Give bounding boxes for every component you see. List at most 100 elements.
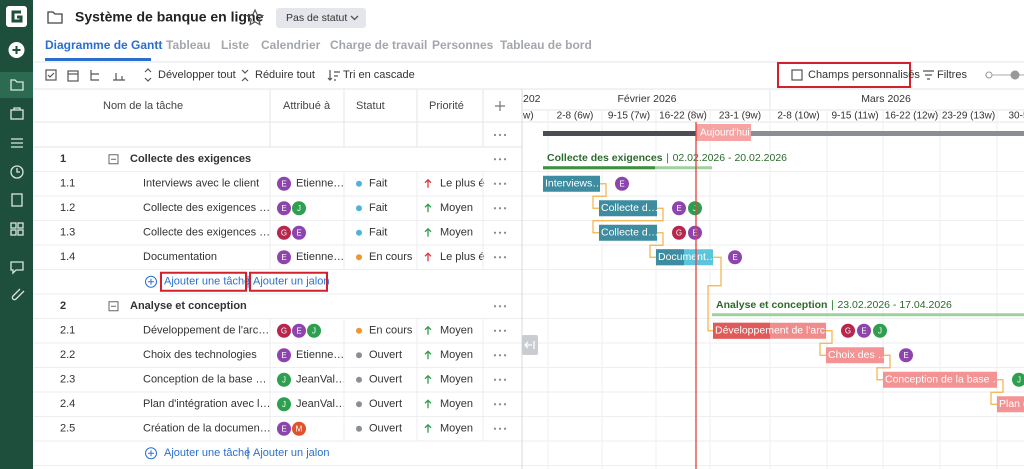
avatar[interactable] xyxy=(277,323,291,338)
more-dot[interactable] xyxy=(493,133,497,137)
collapse-toggle[interactable] xyxy=(108,301,119,312)
avatar[interactable] xyxy=(277,372,291,387)
more-dot[interactable] xyxy=(503,256,507,259)
task-bar[interactable] xyxy=(599,200,657,217)
nav-icons[interactable] xyxy=(10,79,25,301)
status[interactable]: Ouvert xyxy=(369,349,402,361)
more-dot[interactable] xyxy=(498,207,502,210)
tab[interactable]: Tableau xyxy=(166,38,210,52)
more-dot[interactable] xyxy=(493,378,497,381)
add-task-link[interactable]: Ajouter une tâche xyxy=(164,276,250,288)
more-dot[interactable] xyxy=(498,378,502,381)
collapse-toggle[interactable] xyxy=(108,154,119,165)
avatar[interactable] xyxy=(292,421,306,436)
task-name[interactable]: Collecte des exigences … xyxy=(143,227,270,239)
more-dot[interactable] xyxy=(503,354,507,357)
avatar[interactable] xyxy=(873,323,887,338)
more-dot[interactable] xyxy=(493,158,497,161)
more-dot[interactable] xyxy=(498,182,502,185)
filters[interactable]: Filtres xyxy=(937,69,967,81)
more-dot[interactable] xyxy=(503,305,507,308)
more-dot[interactable] xyxy=(498,305,502,308)
avatar[interactable] xyxy=(277,201,291,216)
avatar[interactable] xyxy=(728,250,742,265)
task-name[interactable]: Collecte des exigences … xyxy=(143,202,270,214)
priority[interactable]: Le plus é xyxy=(440,178,485,190)
priority[interactable]: Moyen xyxy=(440,423,473,435)
more-dot[interactable] xyxy=(493,182,497,185)
more-dot[interactable] xyxy=(503,378,507,381)
avatar[interactable] xyxy=(292,323,306,338)
priority[interactable]: Moyen xyxy=(440,349,473,361)
status[interactable]: En cours xyxy=(369,325,413,337)
tab[interactable]: Personnes xyxy=(432,38,494,52)
status-pill[interactable] xyxy=(276,8,366,28)
more-dot[interactable] xyxy=(498,133,502,137)
more-dot[interactable] xyxy=(498,354,502,357)
status[interactable]: Ouvert xyxy=(369,423,402,435)
more-dot[interactable] xyxy=(498,427,502,430)
more-dot[interactable] xyxy=(498,403,502,406)
avatar[interactable] xyxy=(672,225,686,240)
more-dot[interactable] xyxy=(493,305,497,308)
custom-fields[interactable]: Champs personnalisés xyxy=(808,69,920,81)
avatar[interactable] xyxy=(292,201,306,216)
more-dot[interactable] xyxy=(493,403,497,406)
avatar[interactable] xyxy=(672,201,686,216)
add-task-link[interactable]: Ajouter une tâche xyxy=(164,447,250,459)
tab[interactable]: Liste xyxy=(221,38,249,52)
more-dot[interactable] xyxy=(493,231,497,234)
more-dot[interactable] xyxy=(498,231,502,234)
task-name[interactable]: Plan d'intégration avec l… xyxy=(143,398,270,410)
add-column[interactable] xyxy=(495,101,505,111)
more-dot[interactable] xyxy=(503,133,507,137)
avatar[interactable] xyxy=(292,225,306,240)
avatar[interactable] xyxy=(277,397,291,412)
priority[interactable]: Moyen xyxy=(440,374,473,386)
toolbar-action[interactable]: Réduire tout xyxy=(255,69,315,81)
more-dot[interactable] xyxy=(498,158,502,161)
status[interactable]: Fait xyxy=(369,202,387,214)
status[interactable]: Fait xyxy=(369,178,387,190)
star[interactable] xyxy=(245,8,265,26)
avatar[interactable] xyxy=(899,348,913,363)
task-bar[interactable] xyxy=(883,371,997,388)
tab[interactable]: Calendrier xyxy=(261,38,321,52)
more-dot[interactable] xyxy=(503,207,507,210)
tab[interactable]: Tableau de bord xyxy=(500,38,592,52)
add-milestone-link[interactable]: Ajouter un jalon xyxy=(253,447,329,459)
avatar[interactable] xyxy=(688,201,702,216)
add-icon[interactable] xyxy=(145,447,157,460)
avatar[interactable] xyxy=(688,225,702,240)
status[interactable]: Ouvert xyxy=(369,374,402,386)
more-dot[interactable] xyxy=(503,329,507,332)
task-name[interactable]: Conception de la base … xyxy=(143,374,267,386)
task-bar[interactable] xyxy=(997,396,1024,413)
avatar[interactable] xyxy=(277,421,291,436)
avatar[interactable] xyxy=(277,176,291,191)
status[interactable]: Fait xyxy=(369,227,387,239)
task-name[interactable]: Choix des technologies xyxy=(143,349,257,361)
task-name[interactable]: Développement de l'arc… xyxy=(143,325,269,337)
tab[interactable]: Charge de travail xyxy=(330,38,427,52)
avatar[interactable] xyxy=(1012,372,1024,387)
avatar[interactable] xyxy=(615,176,629,191)
nav-active[interactable] xyxy=(0,72,33,98)
avatar[interactable] xyxy=(307,323,321,338)
more-dot[interactable] xyxy=(503,427,507,430)
more-dot[interactable] xyxy=(503,158,507,161)
more-dot[interactable] xyxy=(493,427,497,430)
more-dot[interactable] xyxy=(493,329,497,332)
priority[interactable]: Moyen xyxy=(440,325,473,337)
zoom-knob[interactable] xyxy=(1010,70,1020,80)
task-name[interactable]: Interviews avec le client xyxy=(143,178,259,190)
more-dot[interactable] xyxy=(493,256,497,259)
more-dot[interactable] xyxy=(503,403,507,406)
more-dot[interactable] xyxy=(503,231,507,234)
priority[interactable]: Le plus é xyxy=(440,251,485,263)
toolbar-action[interactable]: Tri en cascade xyxy=(343,69,415,81)
avatar[interactable] xyxy=(277,348,291,363)
avatar[interactable] xyxy=(841,323,855,338)
add-milestone-link[interactable]: Ajouter un jalon xyxy=(253,276,329,288)
priority[interactable]: Moyen xyxy=(440,227,473,239)
